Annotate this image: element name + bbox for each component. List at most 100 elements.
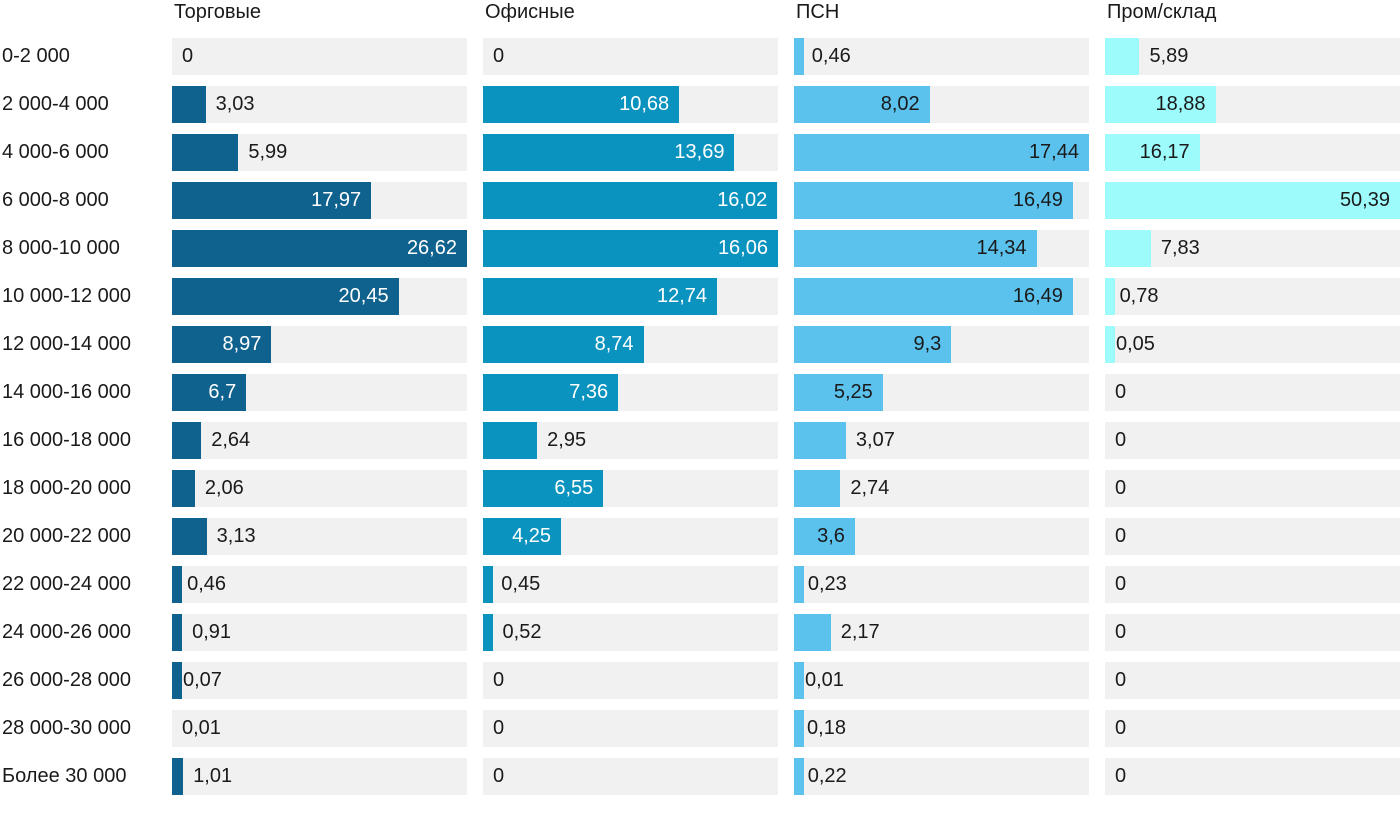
bar-track: 0,18 [794, 710, 1089, 747]
bar [172, 758, 184, 795]
bar-track: 0,01 [794, 662, 1089, 699]
bar-track: 0,91 [172, 614, 467, 651]
bar: 9,3 [794, 326, 952, 363]
bar-track: 0,22 [794, 758, 1089, 795]
value-label: 0,91 [192, 621, 232, 643]
bar-track: 13,69 [483, 134, 778, 171]
value-label: 26,62 [406, 237, 457, 259]
value-label: 16,49 [1012, 189, 1063, 211]
value-label: 12,74 [656, 285, 708, 307]
bar [794, 566, 804, 603]
bar-track: 0,46 [172, 566, 467, 603]
bar-track: 16,49 [794, 278, 1089, 315]
value-label: 17,97 [311, 189, 362, 211]
value-label: 0 [182, 45, 194, 67]
bar [1105, 278, 1115, 315]
bar [794, 758, 804, 795]
value-label: 0,22 [807, 765, 847, 787]
bar: 12,74 [483, 278, 718, 315]
bar: 26,62 [172, 230, 467, 267]
value-label: 5,99 [248, 141, 288, 163]
bar: 13,69 [483, 134, 735, 171]
bar-track: 6,55 [483, 470, 778, 507]
value-label: 0 [1115, 429, 1127, 451]
corner-spacer [0, 0, 156, 27]
bar-track: 14,34 [794, 230, 1089, 267]
bar: 8,74 [483, 326, 644, 363]
row-label: 28 000-30 000 [2, 717, 132, 739]
value-label: 2,95 [547, 429, 587, 451]
bar-track: 0,05 [1105, 326, 1400, 363]
bar-track: 0 [1105, 758, 1400, 795]
bar-track: 0 [1105, 662, 1400, 699]
value-label: 0,01 [182, 717, 221, 739]
value-label: 18,88 [1155, 93, 1206, 115]
bar: 18,88 [1105, 86, 1216, 123]
bar [483, 566, 493, 603]
value-label: 0 [1115, 621, 1127, 643]
bar [794, 662, 804, 699]
bar-track: 3,6 [794, 518, 1089, 555]
chart-grid: Торговые Офисные ПСН Пром/склад 0-2 000 0… [0, 0, 1400, 795]
bar-track: 0 [483, 758, 778, 795]
row-label: Более 30 000 [2, 765, 127, 787]
bar-track: 5,99 [172, 134, 467, 171]
bar-track: 8,97 [172, 326, 467, 363]
value-label: 16,17 [1139, 141, 1190, 163]
value-label: 1,01 [193, 765, 233, 787]
col-header-psn: ПСН [796, 1, 840, 23]
value-label: 2,06 [204, 477, 244, 499]
col-header-ofisnye: Офисные [485, 1, 575, 23]
bar-track: 17,44 [794, 134, 1089, 171]
bar-track: 17,97 [172, 182, 467, 219]
bar-track: 2,06 [172, 470, 467, 507]
row-label: 8 000-10 000 [2, 237, 120, 259]
value-label: 0,52 [502, 621, 542, 643]
bar-track: 7,83 [1105, 230, 1400, 267]
bar [1105, 326, 1115, 363]
bar-track: 10,68 [483, 86, 778, 123]
value-label: 3,07 [855, 429, 895, 451]
bar-track: 0 [1105, 518, 1400, 555]
bar-track: 2,95 [483, 422, 778, 459]
value-label: 0 [1115, 669, 1127, 691]
value-label: 20,45 [338, 285, 389, 307]
value-label: 50,39 [1339, 189, 1390, 211]
value-label: 0 [493, 669, 505, 691]
bar-track: 3,13 [172, 518, 467, 555]
value-label: 0 [493, 45, 505, 67]
value-label: 0 [1115, 717, 1127, 739]
bar: 16,06 [483, 230, 778, 267]
value-label: 0,07 [183, 669, 222, 691]
bar-track: 0,45 [483, 566, 778, 603]
bar [794, 422, 846, 459]
bar-track: 9,3 [794, 326, 1089, 363]
value-label: 7,36 [569, 381, 609, 403]
bar [172, 470, 195, 507]
bar-track: 2,17 [794, 614, 1089, 651]
value-label: 16,06 [717, 237, 768, 259]
bar-track: 0 [172, 38, 467, 75]
bar-track: 1,01 [172, 758, 467, 795]
bar [794, 614, 831, 651]
value-label: 2,74 [850, 477, 890, 499]
bar [172, 422, 202, 459]
row-label: 6 000-8 000 [2, 189, 109, 211]
bar: 17,44 [794, 134, 1089, 171]
value-label: 0 [1115, 381, 1127, 403]
value-label: 16,49 [1012, 285, 1063, 307]
bar [172, 614, 183, 651]
bar: 50,39 [1105, 182, 1400, 219]
value-label: 14,34 [976, 237, 1027, 259]
row-label: 22 000-24 000 [2, 573, 132, 595]
bar-track: 0 [1105, 470, 1400, 507]
row-label: 0-2 000 [2, 45, 70, 67]
value-label: 3,6 [817, 525, 845, 547]
value-label: 13,69 [674, 141, 725, 163]
bar-track: 50,39 [1105, 182, 1400, 219]
value-label: 9,3 [913, 333, 942, 355]
value-label: 0,05 [1116, 333, 1155, 355]
value-label: 0,46 [187, 573, 227, 595]
bar: 14,34 [794, 230, 1037, 267]
value-label: 0,45 [501, 573, 541, 595]
